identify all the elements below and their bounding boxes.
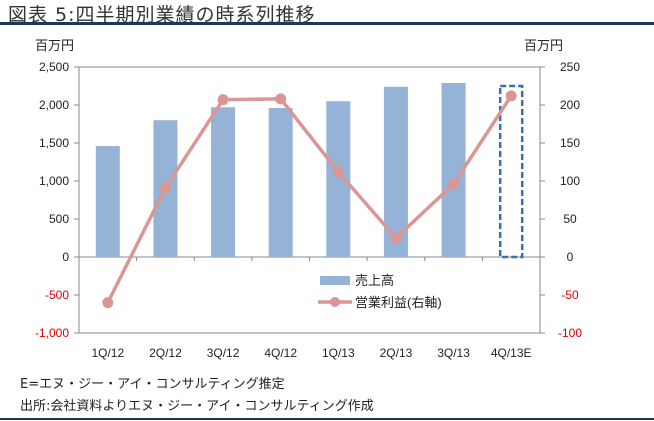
profit-point — [390, 232, 402, 244]
plot-area — [78, 66, 541, 334]
x-tick-label: 4Q/13E — [491, 346, 532, 360]
left-tick-label: 2,500 — [39, 60, 69, 74]
left-tick-label: 2,000 — [39, 98, 69, 112]
left-axis-unit: 百万円 — [35, 38, 74, 53]
x-tick-label: 1Q/13 — [322, 346, 355, 360]
x-tick-label: 2Q/13 — [380, 346, 413, 360]
right-tick-label: 200 — [560, 98, 580, 112]
x-tick-label: 1Q/12 — [91, 346, 124, 360]
legend-label-sales: 売上高 — [355, 273, 394, 288]
bar — [268, 108, 293, 257]
profit-point — [275, 93, 287, 105]
legend-label-profit: 営業利益(右軸) — [355, 295, 442, 310]
right-tick-label: 150 — [560, 136, 580, 150]
legend-swatch-sales — [320, 276, 350, 285]
left-tick-label: 1,000 — [39, 174, 69, 188]
right-axis-unit: 百万円 — [524, 38, 563, 53]
profit-point — [332, 166, 344, 178]
profit-point — [102, 297, 114, 309]
title-rule — [0, 22, 654, 25]
x-tick-label: 3Q/12 — [207, 346, 240, 360]
right-tick-label: 100 — [560, 174, 580, 188]
left-tick-label: 0 — [62, 250, 69, 264]
left-tick-label: -500 — [45, 288, 69, 302]
right-tick-label: -100 — [558, 326, 582, 340]
profit-point — [505, 90, 517, 102]
bottom-rule — [0, 418, 654, 420]
bar — [95, 146, 120, 257]
profit-line — [106, 94, 513, 304]
bar — [211, 107, 236, 257]
chart: 2,5002,0001,5001,0005000-500-1,000250200… — [35, 38, 582, 360]
legend-marker-profit — [330, 297, 340, 307]
left-tick-label: 1,500 — [39, 136, 69, 150]
profit-point — [217, 94, 229, 106]
right-tick-label: -50 — [561, 288, 579, 302]
figure-title: 図表 5:四半期別業績の時系列推移 — [8, 4, 316, 26]
note-estimate: E=エヌ・ジー・アイ・コンサルティング推定 — [20, 377, 285, 392]
right-tick-label: 50 — [563, 212, 577, 226]
left-tick-label: 500 — [49, 212, 69, 226]
bar-estimate — [498, 84, 524, 259]
x-tick-label: 3Q/13 — [437, 346, 470, 360]
profit-point — [159, 182, 171, 194]
left-tick-label: -1,000 — [35, 326, 69, 340]
right-tick-label: 0 — [567, 250, 574, 264]
profit-point — [448, 178, 460, 190]
x-tick-label: 4Q/12 — [264, 346, 297, 360]
note-source: 出所:会社資料よりエヌ・ジー・アイ・コンサルティング作成 — [20, 399, 374, 414]
x-tick-label: 2Q/12 — [149, 346, 182, 360]
right-tick-label: 250 — [560, 60, 580, 74]
